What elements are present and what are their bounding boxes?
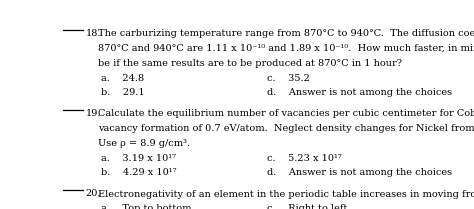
Text: 20.: 20. — [86, 189, 101, 198]
Text: c.    5.23 x 10¹⁷: c. 5.23 x 10¹⁷ — [267, 153, 342, 163]
Text: vacancy formation of 0.7 eV/atom.  Neglect density changes for Nickel from room : vacancy formation of 0.7 eV/atom. Neglec… — [98, 124, 474, 133]
Text: a.    Top to bottom: a. Top to bottom — [101, 204, 192, 209]
Text: c.    Right to left: c. Right to left — [267, 204, 347, 209]
Text: Electronegativity of an element in the periodic table increases in moving from _: Electronegativity of an element in the p… — [98, 189, 474, 199]
Text: The carburizing temperature range from 870°C to 940°C.  The diffusion coefficien: The carburizing temperature range from 8… — [98, 29, 474, 38]
Text: d.    Answer is not among the choices: d. Answer is not among the choices — [267, 88, 452, 97]
Text: c.    35.2: c. 35.2 — [267, 74, 310, 83]
Text: 19.: 19. — [86, 109, 101, 118]
Text: Calculate the equilibrium number of vacancies per cubic centimeter for Cobalt at: Calculate the equilibrium number of vaca… — [98, 109, 474, 118]
Text: be if the same results are to be produced at 870°C in 1 hour?: be if the same results are to be produce… — [98, 59, 402, 68]
Text: Use ρ = 8.9 g/cm³.: Use ρ = 8.9 g/cm³. — [98, 139, 190, 148]
Text: 870°C and 940°C are 1.11 x 10⁻¹⁰ and 1.89 x 10⁻¹⁰.  How much faster, in minutes,: 870°C and 940°C are 1.11 x 10⁻¹⁰ and 1.8… — [98, 44, 474, 53]
Text: b.    4.29 x 10¹⁷: b. 4.29 x 10¹⁷ — [101, 168, 177, 177]
Text: a.    3.19 x 10¹⁷: a. 3.19 x 10¹⁷ — [101, 153, 176, 163]
Text: d.    Answer is not among the choices: d. Answer is not among the choices — [267, 168, 452, 177]
Text: a.    24.8: a. 24.8 — [101, 74, 145, 83]
Text: b.    29.1: b. 29.1 — [101, 88, 145, 97]
Text: 18.: 18. — [86, 29, 101, 38]
